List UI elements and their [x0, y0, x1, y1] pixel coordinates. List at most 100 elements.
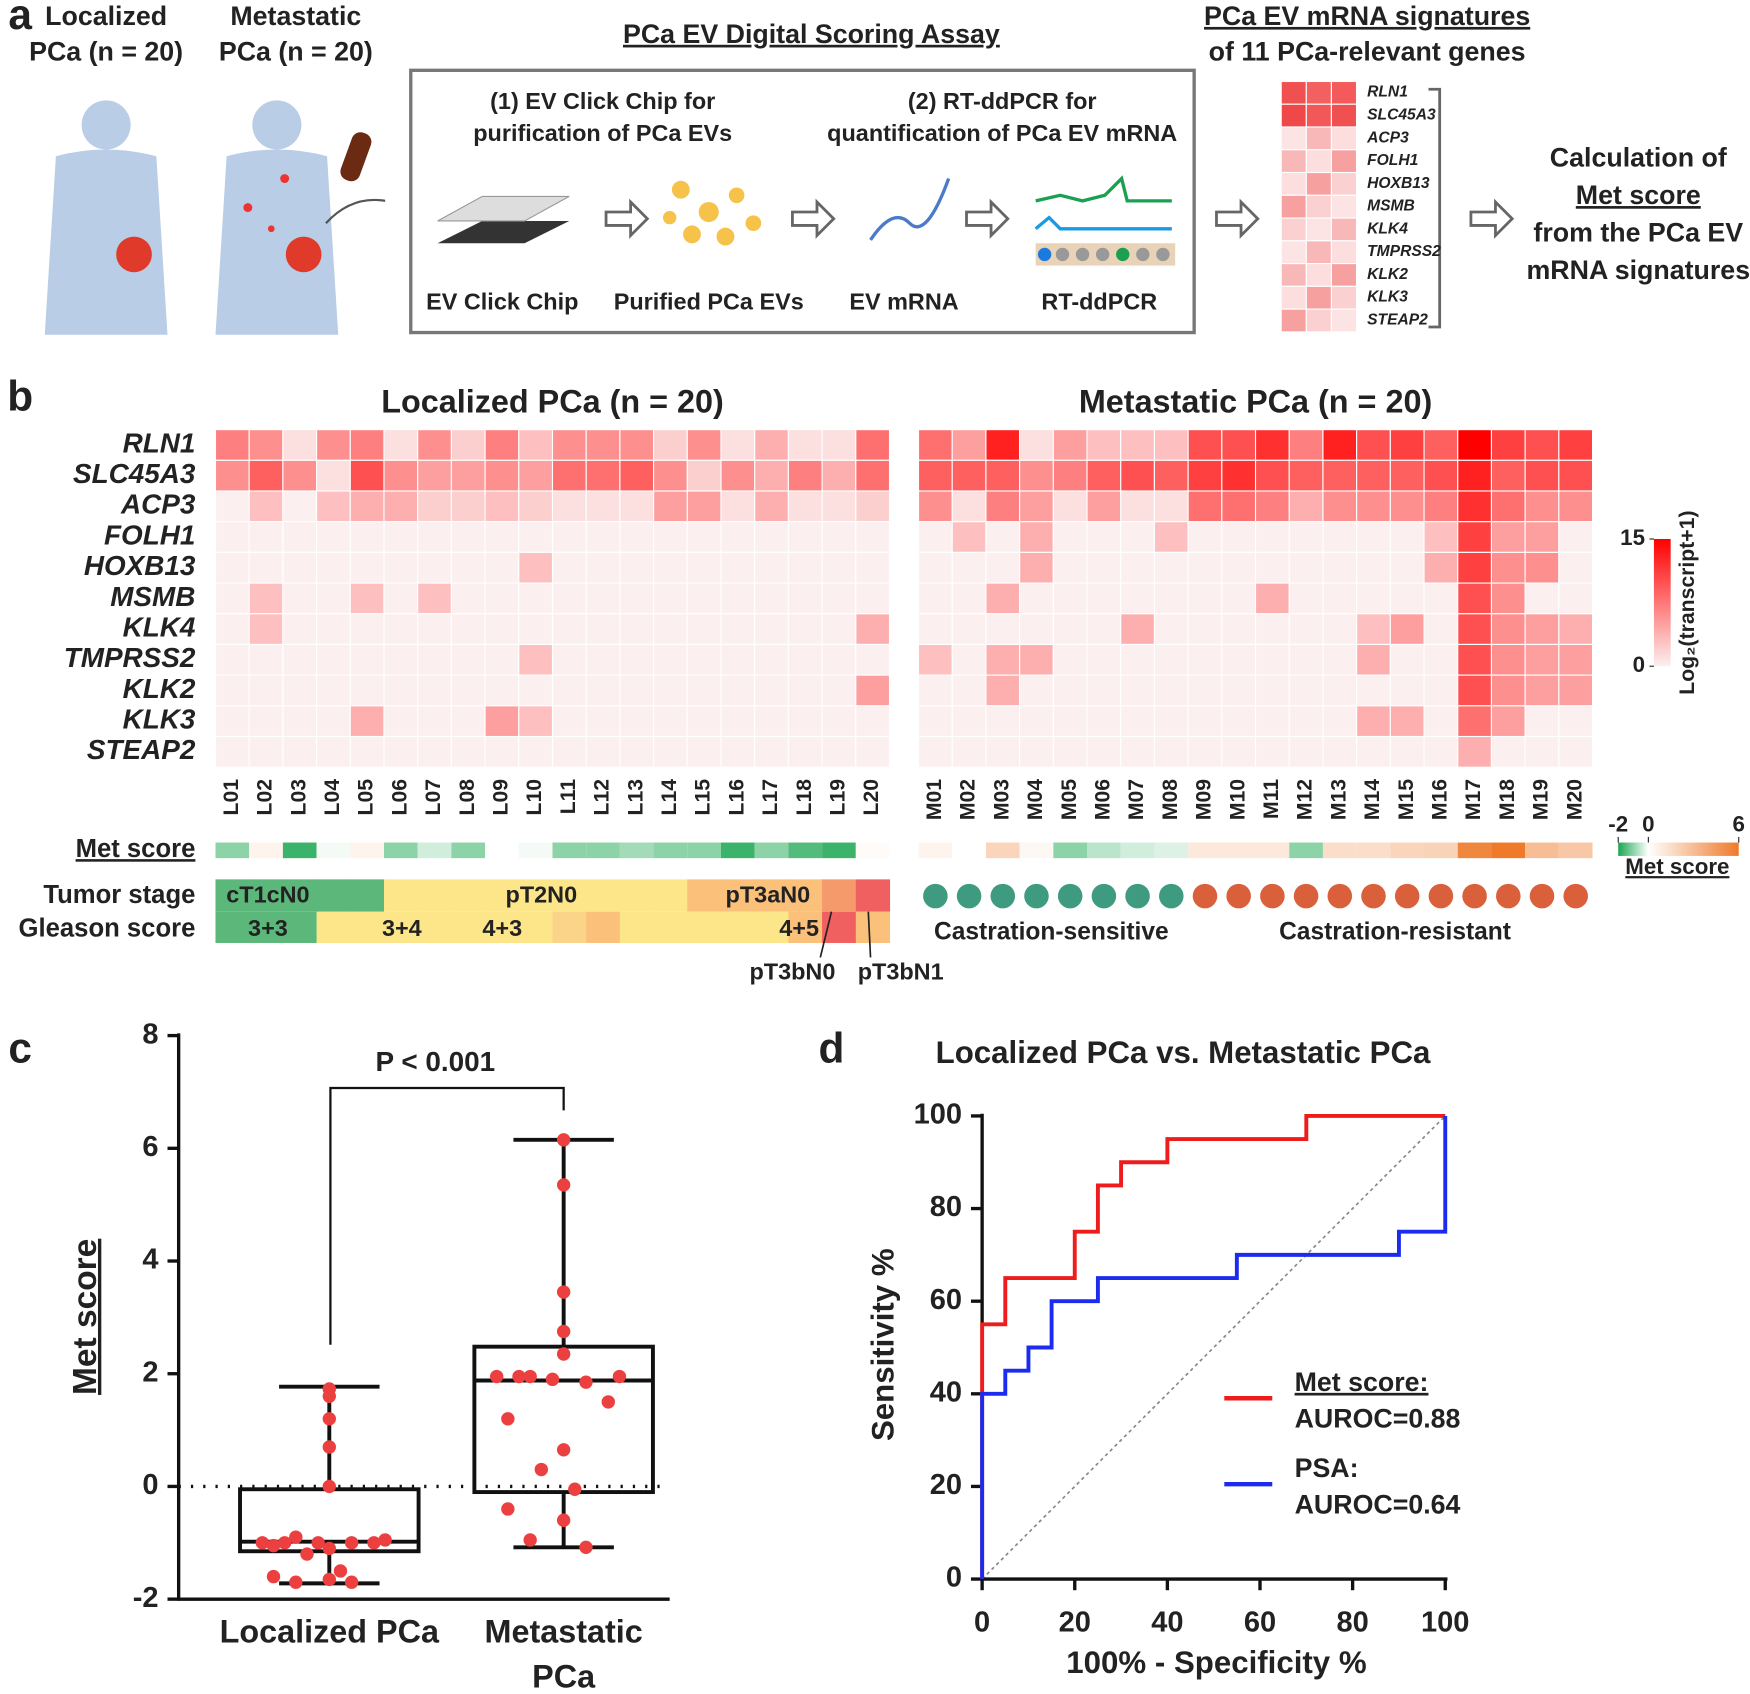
heat-cell	[1052, 551, 1088, 584]
sample-label: L03	[287, 779, 310, 816]
heat-cell	[1052, 705, 1088, 738]
y-tick-label: 20	[930, 1469, 962, 1501]
heat-cell	[1153, 613, 1189, 646]
heat-cell	[1019, 459, 1054, 492]
sample-label: M10	[1226, 779, 1249, 820]
colorbar-tick-label: 6	[1733, 812, 1745, 837]
heat-cell	[1558, 582, 1594, 615]
mini-cell	[1280, 217, 1307, 242]
x-tick-label-box: Metastatic PCa	[485, 1615, 643, 1694]
stage-cell	[721, 879, 756, 912]
heat-cell	[282, 643, 318, 676]
calc-text: Calculation of	[1550, 143, 1727, 173]
row-label: Gleason score	[19, 914, 196, 942]
heat-cell	[1019, 521, 1054, 553]
sample-label: M02	[957, 779, 980, 820]
point	[512, 1369, 526, 1384]
heat-cell	[1019, 674, 1054, 707]
met-score-cell	[1188, 842, 1222, 859]
heat-cell	[316, 551, 351, 584]
gleason-cell	[653, 911, 688, 943]
heat-cell	[282, 674, 318, 707]
colorbar-label: Met score	[1625, 854, 1729, 879]
heat-cell	[349, 490, 385, 523]
mini-cell	[1305, 171, 1332, 196]
heat-cell	[282, 490, 318, 523]
gleason-cell	[586, 911, 621, 943]
mini-cell	[1280, 171, 1307, 196]
item-label: EV mRNA	[849, 289, 958, 315]
gleason-cell	[552, 911, 587, 943]
status-dot	[1361, 883, 1386, 909]
heat-cell	[1120, 613, 1155, 646]
heat-cell	[1019, 551, 1054, 584]
mini-cell	[1330, 308, 1358, 333]
heat-cell	[282, 613, 318, 646]
heat-cell	[1153, 735, 1189, 768]
mini-cell	[1330, 103, 1358, 128]
heat-cell	[248, 459, 284, 492]
heat-cell	[787, 521, 823, 553]
heat-cell	[1221, 674, 1257, 707]
heat-cell	[951, 705, 987, 738]
heat-cell	[917, 521, 953, 553]
sample-label: L20	[860, 779, 883, 816]
heatmap-title: Localized PCa (n = 20)	[381, 384, 724, 420]
met-score-cell	[1120, 842, 1155, 859]
heat-cell	[1457, 521, 1493, 553]
gleason-cell	[518, 911, 554, 943]
gleason-cell	[451, 911, 486, 943]
heat-cell	[1086, 459, 1122, 492]
heat-cell	[951, 735, 987, 768]
heat-cell	[1120, 429, 1155, 461]
status-dot	[1394, 883, 1420, 909]
heat-cell	[518, 551, 554, 584]
met-score-cell	[1525, 842, 1559, 859]
heat-cell	[917, 490, 953, 523]
heat-cell	[653, 705, 688, 738]
status-dot	[1024, 883, 1049, 909]
sample-label: M20	[1563, 779, 1586, 820]
heat-cell	[1356, 674, 1391, 707]
heat-cell	[1288, 429, 1324, 461]
mini-gene: SLC45A3	[1367, 107, 1436, 124]
heat-cell	[1558, 459, 1594, 492]
status-dot	[1428, 883, 1454, 909]
heat-cell	[855, 613, 891, 646]
heat-cell	[951, 459, 987, 492]
heat-cell	[551, 490, 587, 523]
heat-cell	[951, 613, 987, 646]
row-label: Tumor stage	[43, 881, 195, 909]
heat-cell	[1052, 674, 1088, 707]
gleason-cell	[383, 911, 419, 943]
heat-cell	[1221, 490, 1257, 523]
stage-label: pT2N0	[506, 881, 578, 907]
heat-cell	[1524, 459, 1560, 492]
point	[266, 1569, 281, 1584]
illustration	[44, 68, 1515, 335]
gene-label: MSMB	[110, 581, 195, 612]
heat-cell	[985, 429, 1021, 461]
heat-cell	[787, 459, 823, 492]
mini-cell	[1280, 285, 1307, 310]
point	[556, 1324, 571, 1339]
heat-cell	[1423, 429, 1459, 461]
heat-cell	[383, 705, 419, 738]
sample-label: M01	[923, 779, 946, 820]
heat-cell	[787, 674, 823, 707]
heat-cell	[855, 705, 891, 738]
gleason-cell	[721, 911, 756, 943]
heat-cell	[1356, 582, 1391, 615]
met-score-cell	[350, 842, 384, 859]
heat-cell	[653, 582, 688, 615]
sample-label: M13	[1327, 779, 1350, 820]
heat-cell	[1153, 490, 1189, 523]
heat-cell	[653, 735, 688, 768]
heat-cell	[985, 551, 1021, 584]
heat-cell	[1187, 735, 1223, 768]
heat-cell	[1356, 490, 1391, 523]
heat-cell	[917, 459, 953, 492]
heat-cell	[417, 735, 452, 768]
heat-cell	[1490, 613, 1526, 646]
stage-cell	[215, 879, 250, 912]
